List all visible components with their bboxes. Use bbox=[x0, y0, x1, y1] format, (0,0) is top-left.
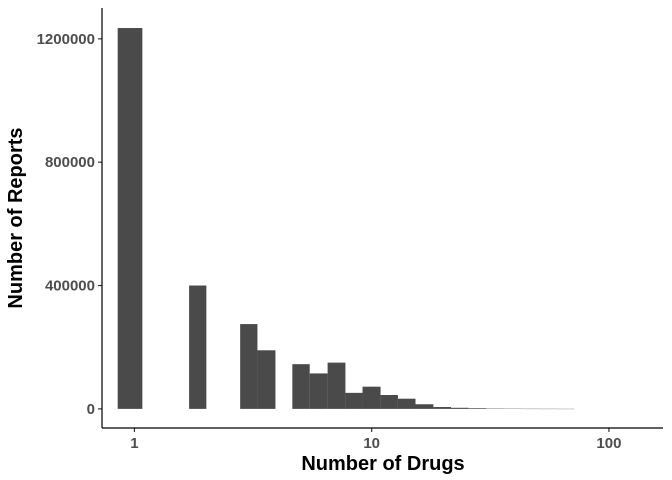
histogram-bar-12 bbox=[433, 407, 452, 409]
x-axis-ticks: 1 10 100 bbox=[130, 428, 621, 452]
x-tick-label: 1 bbox=[130, 435, 138, 452]
histogram-bar-11 bbox=[415, 404, 434, 409]
histogram-bar-2 bbox=[240, 324, 258, 409]
histogram-bar-9 bbox=[380, 395, 398, 409]
histogram-bar-13 bbox=[451, 407, 469, 409]
histogram-bar-6 bbox=[327, 362, 346, 409]
histogram-bar-4 bbox=[292, 364, 310, 409]
histogram-bar-0 bbox=[117, 28, 143, 409]
x-tick-label: 100 bbox=[596, 435, 621, 452]
histogram-bar-8 bbox=[362, 386, 381, 409]
histogram-bar-14 bbox=[468, 408, 487, 409]
x-tick-label: 10 bbox=[363, 435, 380, 452]
bars-group bbox=[117, 28, 575, 410]
y-tick-label: 0 bbox=[87, 401, 95, 418]
y-tick-label: 800000 bbox=[45, 154, 95, 171]
y-axis-ticks: 0 400000 800000 1200000 bbox=[37, 31, 102, 418]
y-tick-label: 400000 bbox=[45, 278, 95, 295]
histogram-bar-10 bbox=[397, 398, 416, 409]
histogram-bar-7 bbox=[345, 392, 363, 409]
histogram-bar-3 bbox=[257, 350, 276, 409]
x-axis-title: Number of Drugs bbox=[301, 453, 464, 475]
y-tick-label: 1200000 bbox=[37, 31, 95, 48]
histogram-bar-1 bbox=[189, 285, 207, 409]
y-axis-title: Number of Reports bbox=[5, 127, 27, 308]
histogram-bar-5 bbox=[309, 373, 328, 409]
